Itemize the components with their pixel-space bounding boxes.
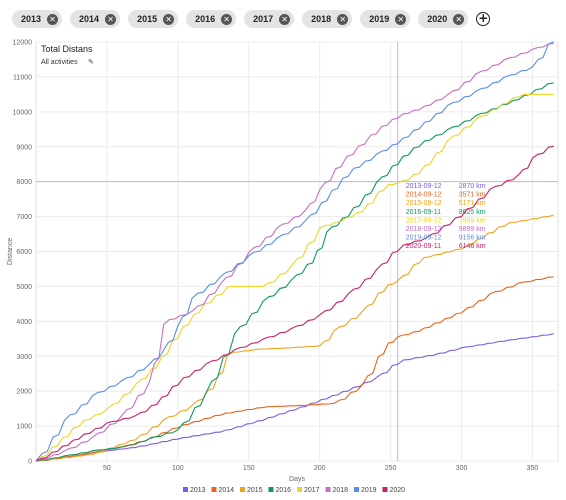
y-tick-label: 1000 (16, 424, 32, 431)
tooltip-value: 9899 km (459, 226, 486, 233)
year-chip-label: 2020 (427, 14, 448, 24)
year-chip-2017[interactable]: 2017 ✕ (244, 10, 295, 28)
add-year-icon[interactable]: + (476, 11, 491, 26)
legend-label-2020[interactable]: 2020 (390, 487, 406, 494)
y-tick-label: 11000 (13, 74, 32, 81)
legend-swatch-2013 (183, 487, 188, 492)
year-chip-label: 2018 (311, 14, 332, 24)
tooltip-date: 2017-09-12 (406, 217, 442, 224)
tooltip-date: 2016-09-11 (406, 209, 441, 216)
y-tick-label: 3000 (16, 354, 32, 361)
tooltip-value: 5171 km (459, 200, 486, 207)
year-chip-2016[interactable]: 2016 ✕ (186, 10, 237, 28)
legend-label-2018[interactable]: 2018 (333, 487, 349, 494)
tooltip-date: 2018-09-12 (406, 226, 442, 233)
year-chip-2019[interactable]: 2019 ✕ (360, 10, 411, 28)
year-chip-label: 2013 (21, 14, 42, 24)
legend-label-2016[interactable]: 2016 (276, 487, 292, 494)
y-axis-title: Distance (7, 238, 14, 265)
tooltip-value: 6146 km (459, 243, 486, 250)
title-box (37, 43, 97, 68)
year-chip-label: 2017 (253, 14, 274, 24)
series-line-2019 (35, 41, 554, 462)
legend-label-2019[interactable]: 2019 (361, 487, 377, 494)
x-tick-label: 150 (243, 465, 255, 472)
year-chip-label: 2019 (369, 14, 390, 24)
tooltip-date: 2015-09-12 (406, 200, 442, 207)
legend-swatch-2015 (240, 487, 245, 492)
tooltip-value: 7959 km (459, 217, 486, 224)
tooltip-value: 2870 km (459, 183, 486, 190)
y-tick-label: 0 (28, 459, 32, 466)
tooltip-date: 2020-09-11 (406, 243, 441, 250)
close-icon[interactable]: ✕ (221, 13, 233, 25)
x-tick-label: 100 (172, 465, 184, 472)
series-line-2015 (35, 214, 554, 462)
y-tick-label: 5000 (16, 284, 32, 291)
x-axis-title: Days (289, 476, 305, 483)
series-line-2016 (35, 82, 554, 462)
x-tick-label: 250 (385, 465, 397, 472)
y-tick-label: 9000 (16, 144, 32, 151)
tooltip-value: 8625 km (459, 209, 486, 216)
close-icon[interactable]: ✕ (395, 13, 407, 25)
series-line-2020 (35, 145, 554, 462)
y-tick-label: 8000 (16, 179, 32, 186)
chart-subtitle[interactable]: All activities (41, 59, 78, 66)
y-tick-label: 7000 (16, 214, 32, 221)
year-chip-2014[interactable]: 2014 ✕ (70, 10, 121, 28)
tooltip-date: 2014-09-12 (406, 192, 442, 199)
legend-label-2017[interactable]: 2017 (304, 487, 320, 494)
series-line-2018 (35, 42, 554, 462)
legend-swatch-2019 (354, 487, 359, 492)
y-tick-label: 6000 (16, 249, 32, 256)
tooltip-value: 3571 km (459, 192, 486, 199)
y-tick-label: 12000 (13, 40, 33, 47)
close-icon[interactable]: ✕ (337, 13, 349, 25)
close-icon[interactable]: ✕ (453, 13, 465, 25)
x-tick-label: 300 (456, 465, 468, 472)
legend-swatch-2016 (268, 487, 274, 492)
chart-title: Total Distans (41, 44, 93, 54)
tooltip-value: 9156 km (459, 235, 486, 242)
legend-label-2013[interactable]: 2013 (190, 487, 206, 494)
x-tick-label: 200 (314, 465, 326, 472)
close-icon[interactable]: ✕ (163, 13, 175, 25)
year-chip-label: 2015 (137, 14, 158, 24)
series-line-2013 (35, 333, 554, 462)
legend-label-2014[interactable]: 2014 (219, 487, 235, 494)
close-icon[interactable]: ✕ (47, 13, 59, 25)
series-line-2014 (35, 276, 554, 462)
close-icon[interactable]: ✕ (105, 13, 117, 25)
legend-swatch-2017 (297, 487, 302, 492)
y-tick-label: 4000 (16, 319, 32, 326)
year-filter-bar: 2013 ✕ 2014 ✕ 2015 ✕ 2016 ✕ 2017 ✕ 2018 ✕ 2019 ✕ 2020 ✕… (12, 10, 491, 28)
legend-swatch-2014 (211, 487, 217, 492)
x-tick-label: 350 (527, 465, 539, 472)
legend-label-2015[interactable]: 2015 (247, 487, 263, 494)
year-chip-2018[interactable]: 2018 ✕ (302, 10, 353, 28)
y-tick-label: 2000 (16, 389, 32, 396)
pencil-icon[interactable]: ✎ (88, 59, 94, 66)
year-chip-2015[interactable]: 2015 ✕ (128, 10, 179, 28)
close-icon[interactable]: ✕ (279, 13, 291, 25)
y-tick-label: 10000 (13, 109, 33, 116)
series-line-2017 (35, 93, 554, 462)
tooltip-date: 2019-09-12 (406, 235, 442, 242)
x-tick-label: 50 (103, 465, 111, 472)
legend-swatch-2018 (325, 487, 331, 492)
year-chip-label: 2014 (79, 14, 100, 24)
legend-swatch-2020 (382, 487, 388, 492)
tooltip-date: 2013-09-12 (406, 183, 442, 190)
year-chip-label: 2016 (195, 14, 216, 24)
year-chip-2020[interactable]: 2020 ✕ (418, 10, 469, 28)
year-chip-2013[interactable]: 2013 ✕ (12, 10, 63, 28)
